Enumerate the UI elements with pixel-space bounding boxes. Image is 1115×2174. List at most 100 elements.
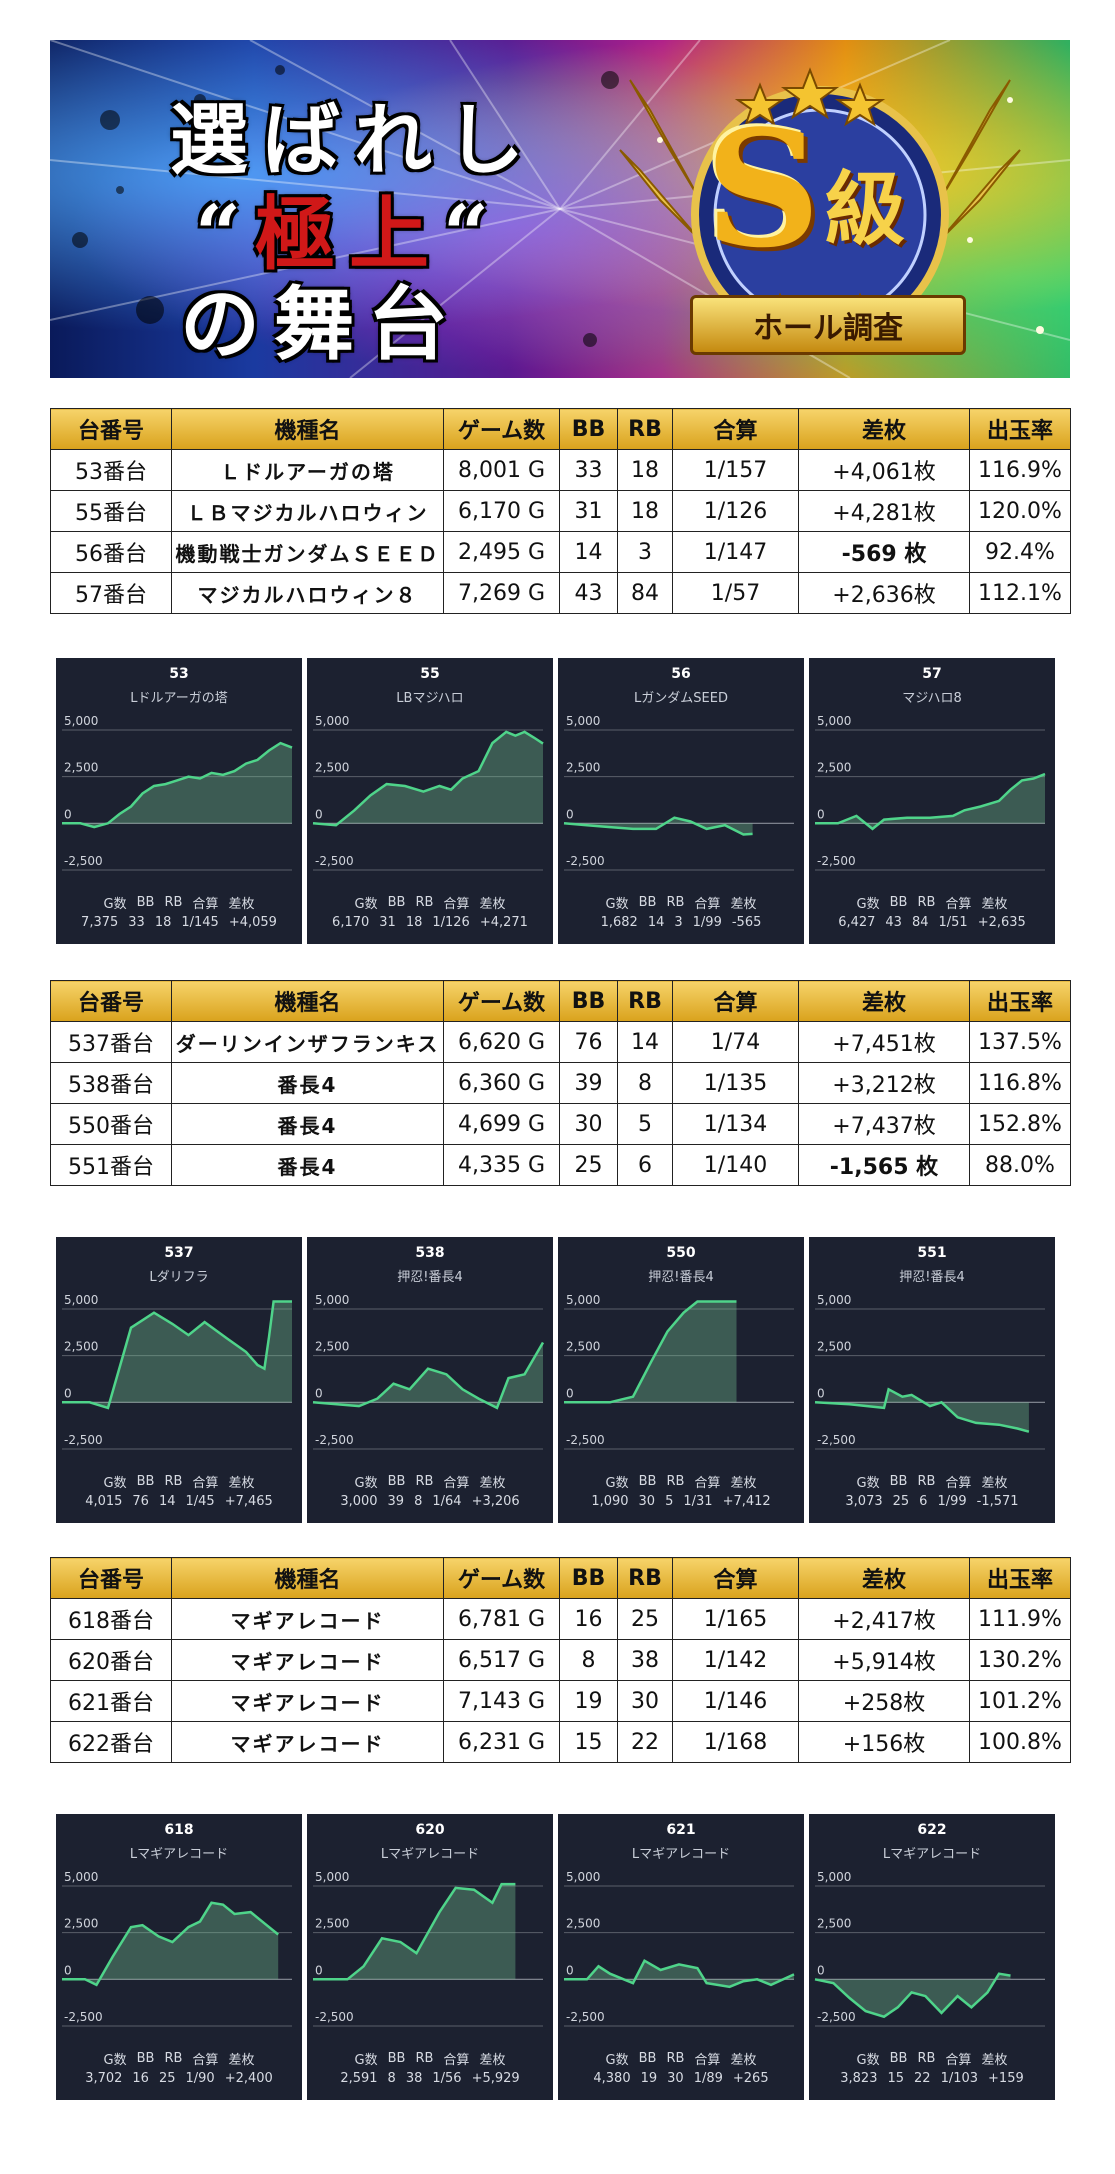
badge-ribbon-text: ホール調査 xyxy=(753,311,903,346)
games: 6,360 G xyxy=(443,1062,560,1104)
chart-card: 55 LBマジハロ 5,000 2,500 0 -2,500 G数 BB RB 合算 差枚 6,170… xyxy=(307,658,553,944)
stats-header-row: G数 BB RB 合算 差枚 xyxy=(809,2048,1055,2068)
chart-card: 550 押忍!番長4 5,000 2,500 0 -2,500 G数 BB RB 合算 差枚 1,09… xyxy=(558,1237,804,1523)
table-row: 57番台 マジカルハロウィン８ 7,269 G 43 84 1/57 +2,636枚 112.… xyxy=(50,572,1071,614)
stats-value: 5 xyxy=(665,1493,674,1509)
machine-name: マジカルハロウィン８ xyxy=(171,572,444,614)
chart-machine-number: 53 xyxy=(169,666,189,682)
y-tick-label: 5,000 xyxy=(566,1293,600,1307)
stats-value-row: 3,073 25 6 1/99 -1,571 xyxy=(809,1491,1055,1511)
chart-card: 622 Lマギアレコード 5,000 2,500 0 -2,500 G数 BB RB 合算 差枚 3,… xyxy=(809,1814,1055,2100)
machine-name: ダーリンインザフランキス xyxy=(171,1021,444,1063)
chart-machine-number: 618 xyxy=(164,1822,194,1838)
bb: 14 xyxy=(559,531,618,573)
stats-header: G数 xyxy=(354,896,378,912)
header-rb: RB xyxy=(617,980,673,1022)
chart-stats: G数 BB RB 合算 差枚 7,375 33 18 1/145 +4,059 xyxy=(56,892,302,932)
rb: 30 xyxy=(617,1680,673,1722)
combined: 1/74 xyxy=(672,1021,799,1063)
stats-value: +4,271 xyxy=(479,914,528,930)
stats-value: 1/45 xyxy=(185,1493,215,1509)
machine-number: 56番台 xyxy=(50,531,172,573)
chart-machine-name: マジハロ8 xyxy=(902,691,962,706)
stats-header-row: G数 BB RB 合算 差枚 xyxy=(558,2048,804,2068)
y-tick-label: 2,500 xyxy=(817,1917,851,1931)
stats-header: 差枚 xyxy=(981,2052,1008,2068)
stats-header-row: G数 BB RB 合算 差枚 xyxy=(307,892,553,912)
stats-value: 30 xyxy=(667,2070,684,2086)
bb: 31 xyxy=(559,490,618,532)
machine-name: マギアレコード xyxy=(171,1680,444,1722)
chart-machine-number: 621 xyxy=(666,1822,696,1838)
machine-name: 番長4 xyxy=(171,1103,444,1145)
stats-header: 差枚 xyxy=(228,1475,255,1491)
banner-title-line-2: “極上“ xyxy=(195,187,504,281)
stats-header: 合算 xyxy=(945,1475,972,1491)
stats-header: G数 xyxy=(605,1475,629,1491)
bb: 25 xyxy=(559,1144,618,1186)
y-tick-label: 0 xyxy=(315,1963,323,1977)
y-tick-label: 2,500 xyxy=(315,761,349,775)
bb: 8 xyxy=(559,1639,618,1681)
chart-stats: G数 BB RB 合算 差枚 3,000 39 8 1/64 +3,206 xyxy=(307,1471,553,1511)
diff-line xyxy=(62,1300,292,1410)
chart-machine-number: 551 xyxy=(917,1245,947,1261)
payout-rate: 116.8% xyxy=(969,1062,1071,1104)
machine-name: 番長4 xyxy=(171,1144,444,1186)
y-tick-label: -2,500 xyxy=(64,854,103,868)
header-machine-name: 機種名 xyxy=(171,1557,444,1599)
header-diff: 差枚 xyxy=(798,1557,970,1599)
stats-value-row: 6,170 31 18 1/126 +4,271 xyxy=(307,912,553,932)
chart-machine-number: 56 xyxy=(671,666,691,682)
stats-header: RB xyxy=(164,2050,183,2066)
games: 2,495 G xyxy=(443,531,560,573)
chart-stats: G数 BB RB 合算 差枚 4,380 19 30 1/89 +265 xyxy=(558,2048,804,2088)
y-tick-label: 2,500 xyxy=(315,1340,349,1354)
stats-value: 1/64 xyxy=(432,1493,462,1509)
stats-value-row: 1,682 14 3 1/99 -565 xyxy=(558,912,804,932)
stats-value: 1/145 xyxy=(181,914,219,930)
games: 6,781 G xyxy=(443,1598,560,1640)
machine-number: 550番台 xyxy=(50,1103,172,1145)
games: 4,335 G xyxy=(443,1144,560,1186)
diff-line-chart: 5,000 2,500 0 -2,500 xyxy=(312,1293,545,1450)
stats-value: 6 xyxy=(919,1493,928,1509)
stats-value: 4,015 xyxy=(85,1493,123,1509)
stats-header: 差枚 xyxy=(981,896,1008,912)
y-tick-label: 2,500 xyxy=(566,1917,600,1931)
header-diff: 差枚 xyxy=(798,980,970,1022)
diff-area xyxy=(815,1389,1029,1432)
chart-stats: G数 BB RB 合算 差枚 1,682 14 3 1/99 -565 xyxy=(558,892,804,932)
stats-header-row: G数 BB RB 合算 差枚 xyxy=(307,1471,553,1491)
stats-header: 合算 xyxy=(945,2052,972,2068)
table-row: 537番台 ダーリンインザフランキス 6,620 G 76 14 1/74 +7,451枚 1… xyxy=(50,1021,1071,1063)
y-tick-label: 2,500 xyxy=(64,1340,98,1354)
stats-header: RB xyxy=(164,894,183,910)
stats-header: BB xyxy=(387,1473,406,1489)
stats-value: 14 xyxy=(647,914,665,930)
chart-machine-name: Lマギアレコード xyxy=(380,1847,480,1862)
diff-area xyxy=(313,1884,516,1980)
y-tick-label: -2,500 xyxy=(817,1433,856,1447)
stats-value: 6,427 xyxy=(838,914,876,930)
diff: +4,061枚 xyxy=(798,449,970,491)
stats-value: +2,635 xyxy=(977,914,1026,930)
header-machine-name: 機種名 xyxy=(171,408,444,450)
stats-value: +5,929 xyxy=(471,2070,520,2086)
stats-value: 1/31 xyxy=(683,1493,713,1509)
games: 6,620 G xyxy=(443,1021,560,1063)
diff-area xyxy=(313,731,543,826)
payout-rate: 130.2% xyxy=(969,1639,1071,1681)
stats-header: BB xyxy=(638,894,657,910)
diff: +2,636枚 xyxy=(798,572,970,614)
y-tick-label: -2,500 xyxy=(566,1433,605,1447)
y-tick-label: 2,500 xyxy=(566,761,600,775)
y-tick-label: 5,000 xyxy=(817,1870,851,1884)
chart-card: 56 LガンダムSEED 5,000 2,500 0 -2,500 G数 BB RB 合算 差枚 1,… xyxy=(558,658,804,944)
chart-stats: G数 BB RB 合算 差枚 6,427 43 84 1/51 +2,635 xyxy=(809,892,1055,932)
y-tick-label: 2,500 xyxy=(315,1917,349,1931)
diff-area xyxy=(815,774,1045,829)
stats-header: BB xyxy=(136,1473,155,1489)
stats-value-row: 3,702 16 25 1/90 +2,400 xyxy=(56,2068,302,2088)
y-tick-label: 2,500 xyxy=(817,1340,851,1354)
